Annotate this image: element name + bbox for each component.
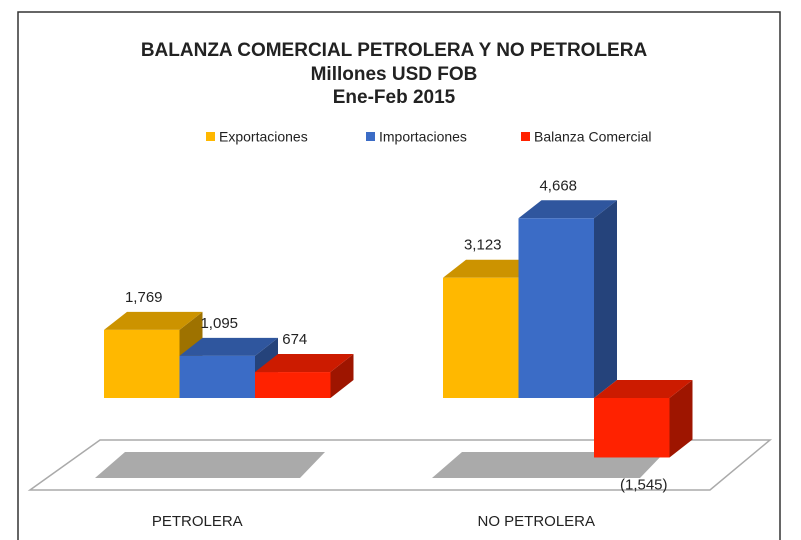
chart-subtitle: Ene-Feb 2015 — [333, 87, 456, 108]
data-label: (1,545) — [620, 476, 668, 493]
bar — [518, 218, 594, 398]
bar — [179, 355, 255, 398]
chart-title: BALANZA COMERCIAL PETROLERA Y NO PETROLE… — [141, 40, 648, 61]
bar-top — [104, 311, 203, 330]
bar-top — [518, 200, 617, 219]
bar-side — [594, 200, 617, 398]
data-label: 674 — [282, 331, 307, 348]
legend-swatch — [206, 132, 215, 141]
bar-side — [330, 354, 354, 398]
legend-swatch — [521, 132, 530, 141]
bar-top — [443, 259, 542, 278]
bar-top — [594, 380, 693, 398]
bar — [104, 329, 180, 398]
x-tick-label: NO PETROLERA — [477, 513, 595, 530]
bar-side — [669, 380, 693, 458]
shadow — [432, 452, 665, 478]
legend-label: Exportaciones — [219, 129, 308, 145]
legend-label: Balanza Comercial — [534, 129, 652, 145]
bar — [255, 372, 331, 398]
data-label: 1,769 — [125, 289, 163, 306]
bar — [594, 398, 670, 458]
data-label: 1,095 — [200, 315, 238, 332]
bar — [443, 277, 519, 398]
x-tick-label: PETROLERA — [152, 513, 243, 530]
chart-subtitle: Millones USD FOB — [311, 64, 478, 85]
data-label: 3,123 — [464, 237, 502, 254]
bar-top — [179, 337, 278, 356]
shadow — [95, 452, 325, 478]
bar-top — [255, 354, 354, 373]
data-label: 4,668 — [539, 177, 577, 194]
legend-label: Importaciones — [379, 129, 467, 145]
legend-swatch — [366, 132, 375, 141]
